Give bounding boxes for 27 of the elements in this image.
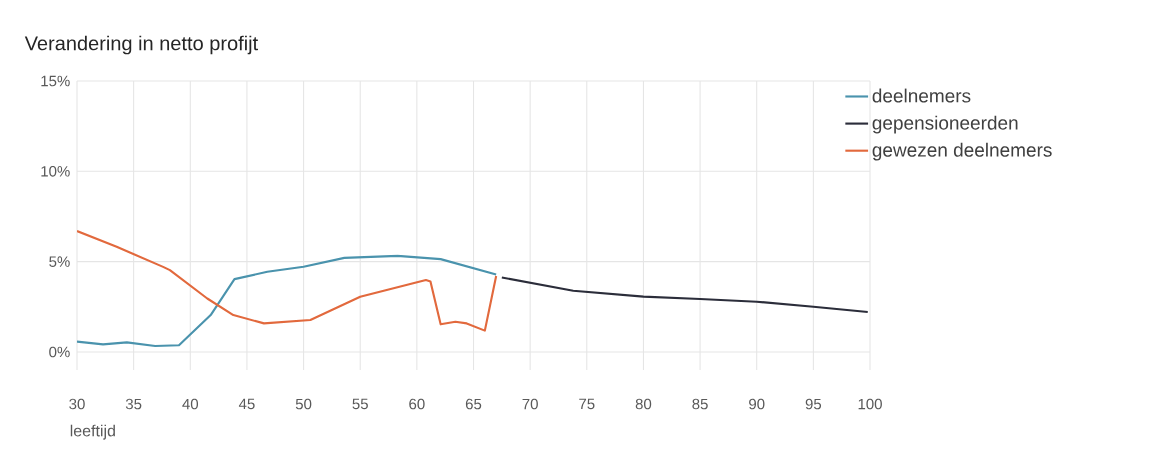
chart-title: Verandering in netto profijt — [24, 35, 259, 55]
x-tick-label: 65 — [465, 398, 482, 410]
x-tick-label: 75 — [579, 398, 595, 410]
line-series — [77, 230, 498, 332]
y-tick-label: 5% — [49, 256, 70, 267]
x-tick-label: 70 — [522, 398, 538, 410]
x-tick-label: 90 — [749, 398, 765, 410]
legend-label: gewezen deelnemers — [872, 142, 1052, 161]
x-tick-label: 50 — [295, 398, 312, 410]
x-tick-label: 60 — [409, 398, 425, 410]
legend-label: deelnemers — [872, 88, 971, 103]
line-series — [500, 276, 869, 314]
y-tick-label: 10% — [41, 166, 70, 177]
y-tick-label: 0% — [49, 346, 70, 358]
x-tick-label: 85 — [692, 398, 708, 410]
x-tick-label: 40 — [182, 398, 199, 410]
x-tick-label: 30 — [69, 398, 85, 410]
y-tick-label: 15% — [41, 75, 70, 87]
x-axis-title: leeftijd — [70, 424, 115, 440]
x-tick-label: 100 — [858, 398, 882, 410]
x-tick-label: 55 — [352, 398, 368, 410]
x-tick-label: 45 — [238, 398, 255, 410]
x-tick-label: 80 — [635, 398, 652, 410]
x-tick-label: 35 — [125, 398, 142, 410]
line-series — [77, 254, 498, 348]
x-tick-label: 95 — [805, 398, 822, 410]
legend-label: gepensioneerden — [872, 115, 1018, 134]
